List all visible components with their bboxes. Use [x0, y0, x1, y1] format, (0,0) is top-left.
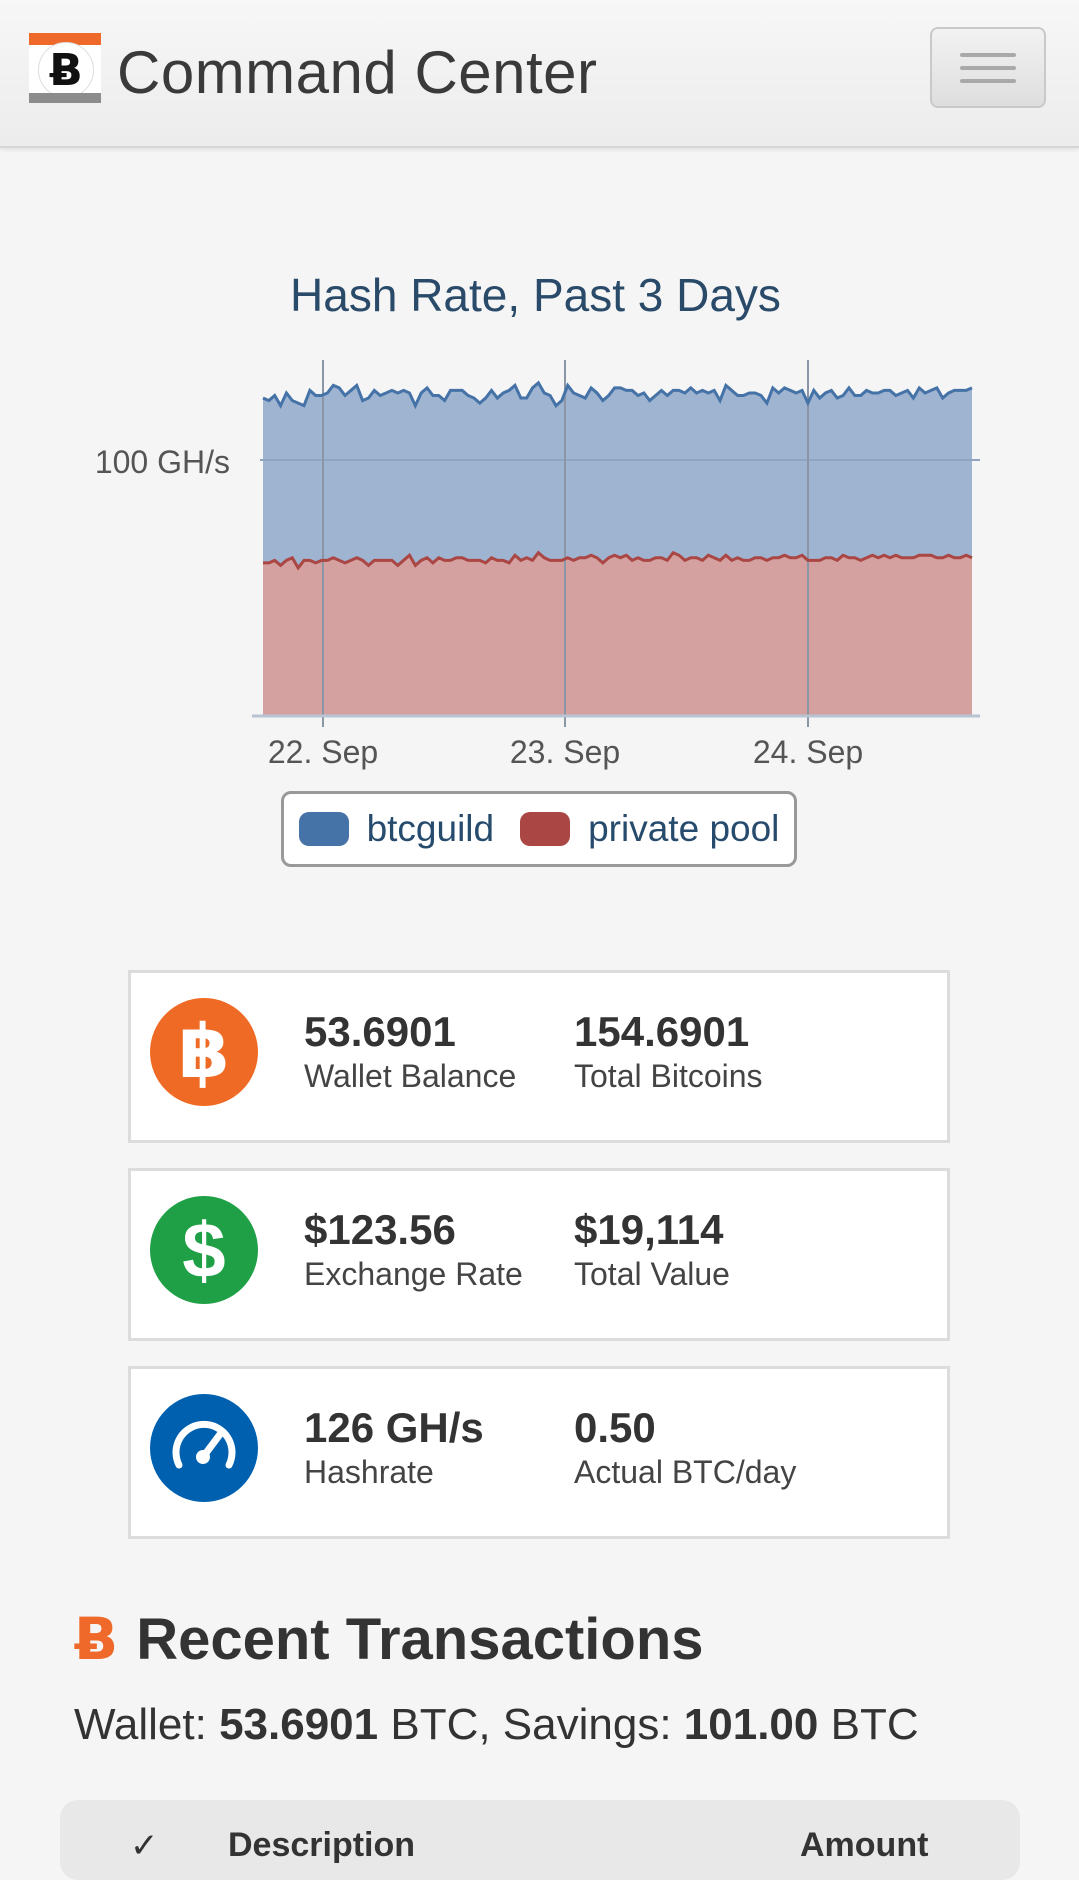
stat-card-bitcoin: ฿ 53.6901 Wallet Balance 154.6901 Total … [128, 970, 950, 1143]
stat-total-bitcoins: 154.6901 Total Bitcoins [574, 1008, 763, 1096]
brand-bitcoin-icon: Ƀ [38, 42, 94, 98]
stat-label: Hashrate [304, 1454, 434, 1490]
stat-value: 53.6901 [304, 1008, 456, 1055]
series-line-btcguild [262, 380, 973, 410]
y-tick-label: 100 GH/s [95, 444, 230, 480]
x-tick-label: 24. Sep [753, 734, 863, 770]
savings-value: 101.00 [683, 1700, 819, 1749]
stat-total-value: $19,114 Total Value [574, 1206, 730, 1294]
bitcoin-icon: ฿ [150, 998, 258, 1106]
stat-value: $123.56 [304, 1206, 456, 1253]
chart-title: Hash Rate, Past 3 Days [290, 269, 781, 321]
stat-value: 0.50 [574, 1404, 656, 1451]
column-header-description: Description [228, 1826, 416, 1864]
navbar: Ƀ Command Center [0, 0, 1079, 148]
wallet-value: 53.6901 [219, 1700, 379, 1749]
stat-label: Actual BTC/day [574, 1454, 797, 1490]
dollar-icon: $ [150, 1196, 258, 1304]
x-tick-label: 23. Sep [510, 734, 620, 770]
brand-logo[interactable]: Ƀ [29, 33, 101, 103]
stat-value: $19,114 [574, 1206, 724, 1253]
stat-actual-btc-day: 0.50 Actual BTC/day [574, 1404, 796, 1492]
series-line-private-pool [263, 550, 973, 571]
legend-item-private-pool[interactable]: private pool [520, 808, 779, 850]
stat-label: Total Value [574, 1256, 730, 1292]
stat-value: 126 GH/s [304, 1404, 484, 1451]
menu-toggle-button[interactable] [930, 27, 1046, 108]
stat-label: Exchange Rate [304, 1256, 523, 1292]
series-area-btcguild [263, 382, 972, 568]
legend-item-btcguild[interactable]: btcguild [298, 808, 494, 850]
hamburger-menu-icon [960, 52, 1016, 57]
stat-wallet-balance: 53.6901 Wallet Balance [304, 1008, 516, 1096]
series-area-private-pool [263, 552, 972, 715]
stat-hashrate: 126 GH/s Hashrate [304, 1404, 484, 1492]
chart-legend: btcguild private pool [281, 791, 797, 867]
legend-swatch-private-pool [520, 812, 571, 846]
legend-swatch-btcguild [298, 812, 349, 846]
column-header-amount: Amount [800, 1826, 929, 1864]
wallet-summary: Wallet: 53.6901 BTC, Savings: 101.00 BTC [74, 1700, 919, 1749]
stat-label: Wallet Balance [304, 1058, 517, 1094]
stat-card-hashrate: 126 GH/s Hashrate 0.50 Actual BTC/day [128, 1366, 950, 1539]
hash-rate-chart: 100 GH/s 22. Sep 23. Sep 24. Sep [95, 360, 980, 770]
stat-exchange-rate: $123.56 Exchange Rate [304, 1206, 523, 1294]
stat-label: Total Bitcoins [574, 1058, 763, 1094]
transactions-heading: Ƀ Recent Transactions [74, 1605, 704, 1673]
stat-card-dollar: $ $123.56 Exchange Rate $19,114 Total Va… [128, 1168, 950, 1341]
speedometer-icon [150, 1394, 258, 1502]
bitcoin-icon: Ƀ [74, 1605, 119, 1673]
page-title[interactable]: Command Center [117, 39, 598, 106]
x-tick-label: 22. Sep [268, 734, 378, 770]
stat-value: 154.6901 [574, 1008, 750, 1055]
transactions-table-header: ✓ Description Amount [60, 1800, 1020, 1880]
column-header-check: ✓ [130, 1827, 159, 1865]
